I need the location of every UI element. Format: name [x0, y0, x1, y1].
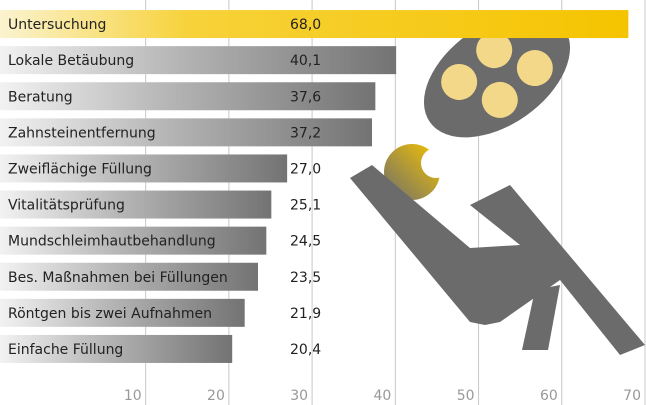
bar [0, 262, 258, 291]
bar [0, 226, 267, 255]
bar [0, 46, 397, 75]
value-label: 68,0 [290, 17, 321, 33]
category-label: Zweiflächige Füllung [8, 161, 152, 177]
value-label: 21,9 [290, 306, 321, 322]
bar [0, 298, 245, 327]
category-label: Einfache Füllung [8, 342, 123, 358]
bar [0, 118, 373, 147]
value-label: 37,2 [290, 125, 321, 141]
x-tick-label: 50 [457, 388, 475, 404]
value-label: 23,5 [290, 270, 321, 286]
category-label: Bes. Maßnahmen bei Füllungen [8, 270, 228, 286]
category-label: Röntgen bis zwei Aufnahmen [8, 306, 212, 322]
x-tick-label: 30 [290, 388, 308, 404]
value-label: 40,1 [290, 53, 321, 69]
category-label: Zahnsteinentfernung [8, 125, 156, 141]
bars: Untersuchung 68,0 Lokale Betäubung 40,1 Bera… [0, 10, 629, 363]
category-label: Lokale Betäubung [8, 53, 134, 69]
illustration [350, 12, 645, 355]
category-label: Mundschleimhautbehandlung [8, 234, 216, 250]
category-label: Vitalitätsprüfung [8, 198, 125, 214]
value-label: 27,0 [290, 161, 321, 177]
x-tick-label: 60 [540, 388, 558, 404]
x-tick-label: 70 [623, 388, 641, 404]
bar [0, 82, 376, 111]
x-tick-label: 10 [124, 388, 142, 404]
x-tick-label: 20 [207, 388, 225, 404]
value-label: 24,5 [290, 234, 321, 250]
bar [0, 10, 629, 39]
value-label: 25,1 [290, 198, 321, 214]
category-label: Untersuchung [8, 17, 106, 33]
category-label: Beratung [8, 89, 73, 105]
x-tick-label: 40 [373, 388, 391, 404]
bar [0, 190, 272, 219]
value-label: 37,6 [290, 89, 321, 105]
value-label: 20,4 [290, 342, 321, 358]
bar [0, 154, 288, 183]
bar [0, 334, 233, 363]
